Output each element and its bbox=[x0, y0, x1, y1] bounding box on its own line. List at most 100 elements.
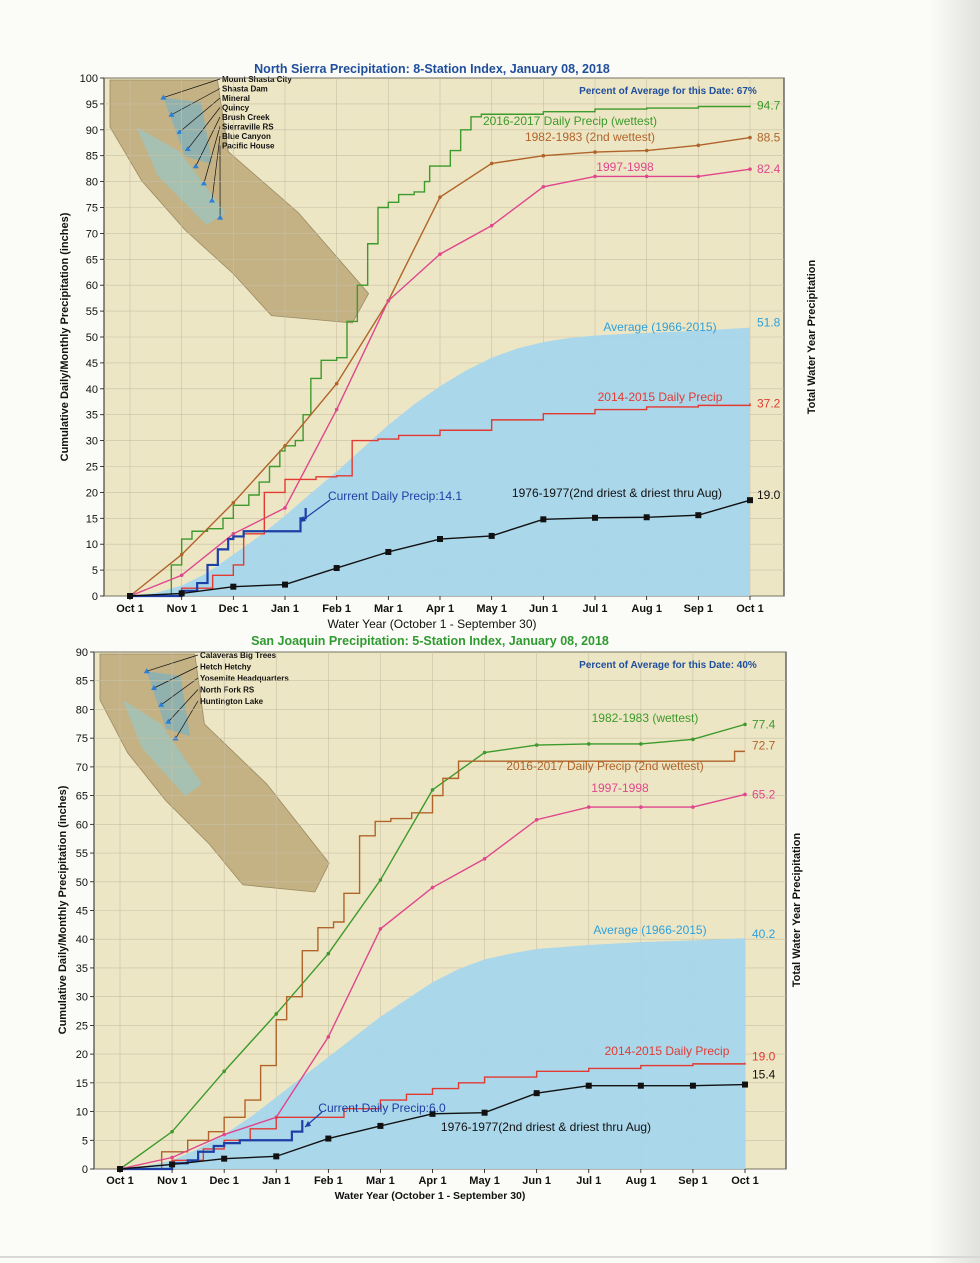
central-valley-shape bbox=[122, 700, 202, 796]
map-station-label: Brush Creek bbox=[222, 113, 270, 122]
legend-label-1997-1998: 1997-1998 bbox=[596, 160, 654, 174]
station-marker-icon bbox=[151, 685, 157, 690]
station-leader-line bbox=[175, 700, 199, 739]
central-valley-shape bbox=[136, 127, 226, 225]
y-tick-label: 65 bbox=[86, 254, 98, 266]
california-map-inset: Calaveras Big Trees Hetch Hetchy Yosemite … bbox=[99, 651, 330, 893]
x-tick-label: Sep 1 bbox=[684, 603, 713, 615]
map-station-label: Sierraville RS bbox=[222, 123, 274, 132]
legend-label-1976-1977-2nd-driest-driest-thru-aug: 1976-1977(2nd driest & driest thru Aug) bbox=[441, 1120, 651, 1134]
map-station-label: Mineral bbox=[222, 94, 250, 103]
data-point-1976-1977-2nd-driest-driest-thru-aug bbox=[437, 536, 443, 543]
data-point-1982-1983-2nd-wettest bbox=[593, 150, 597, 154]
end-value-label-2014-2015-daily-precip: 19.0 bbox=[752, 1050, 776, 1064]
x-tick-label: Nov 1 bbox=[157, 1175, 187, 1187]
map-station-label: Shasta Dam bbox=[222, 85, 268, 94]
station-marker-icon bbox=[192, 163, 199, 169]
series-line-2014-2015-daily-precip bbox=[130, 403, 751, 597]
arrowhead-icon bbox=[305, 1121, 311, 1127]
map-station-label: Hetch Hetchy bbox=[200, 663, 252, 672]
data-point-1982-1983-wettest bbox=[639, 742, 643, 746]
y-tick-label: 30 bbox=[76, 992, 88, 1004]
x-tick-label: Oct 1 bbox=[736, 603, 764, 615]
data-point-1976-1977-2nd-driest-driest-thru-aug bbox=[592, 514, 598, 521]
percent-of-average-note: Percent of Average for this Date: 67% bbox=[579, 86, 757, 97]
data-point-1976-1977-2nd-driest-driest-thru-aug bbox=[585, 1082, 592, 1089]
y-tick-label: 15 bbox=[76, 1078, 88, 1090]
y-tick-label: 45 bbox=[86, 358, 98, 370]
data-point-1976-1977-2nd-driest-driest-thru-aug bbox=[643, 514, 650, 521]
y-tick-label: 60 bbox=[76, 819, 88, 831]
data-point-1976-1977-2nd-driest-driest-thru-aug bbox=[429, 1110, 436, 1117]
x-tick-label: Oct 1 bbox=[731, 1175, 759, 1187]
data-point-1976-1977-2nd-driest-driest-thru-aug bbox=[169, 1161, 176, 1168]
x-tick-label: Dec 1 bbox=[209, 1175, 238, 1187]
y-tick-label: 35 bbox=[76, 963, 88, 975]
x-tick-label: May 1 bbox=[469, 1175, 500, 1187]
map-station-label: Yosemite Headquarters bbox=[200, 674, 289, 683]
legend-label-2016-2017-daily-precip-wettest: 2016-2017 Daily Precip (wettest) bbox=[483, 114, 657, 128]
x-tick-label: May 1 bbox=[476, 603, 507, 615]
data-point-1976-1977-2nd-driest-driest-thru-aug bbox=[273, 1153, 280, 1160]
data-point-1997-1998 bbox=[482, 857, 487, 861]
y-tick-label: 5 bbox=[92, 565, 98, 577]
station-marker-icon bbox=[184, 146, 191, 152]
y-tick-label: 55 bbox=[76, 848, 88, 860]
legend-label-average-1966-2015: Average (1966-2015) bbox=[603, 320, 716, 334]
arrowhead-icon bbox=[300, 516, 306, 522]
data-point-1982-1983-wettest bbox=[691, 737, 695, 742]
data-point-1997-1998 bbox=[170, 1155, 174, 1160]
map-station-label: Mount Shasta City bbox=[222, 75, 292, 84]
data-point-1997-1998 bbox=[438, 252, 442, 256]
legend-label-2014-2015-daily-precip: 2014-2015 Daily Precip bbox=[598, 390, 723, 404]
legend-label-current-daily-precip-14-1: Current Daily Precip:14.1 bbox=[328, 489, 462, 503]
data-point-1976-1977-2nd-driest-driest-thru-aug bbox=[747, 497, 753, 504]
data-point-1997-1998 bbox=[748, 167, 752, 171]
map-station-label: Blue Canyon bbox=[222, 132, 271, 141]
scan-bottom-edge bbox=[0, 1256, 980, 1258]
percent-of-average-note: Percent of Average for this Date: 40% bbox=[579, 660, 757, 671]
data-point-1982-1983-wettest bbox=[378, 878, 383, 882]
data-point-1997-1998 bbox=[644, 174, 649, 179]
y-tick-label: 20 bbox=[76, 1049, 88, 1061]
y-tick-label: 100 bbox=[80, 73, 98, 85]
y-tick-label: 10 bbox=[86, 539, 98, 551]
y-tick-label: 40 bbox=[86, 384, 98, 396]
y-tick-label: 10 bbox=[76, 1107, 88, 1119]
data-point-1982-1983-wettest bbox=[326, 951, 331, 956]
legend-label-average-1966-2015: Average (1966-2015) bbox=[593, 923, 706, 937]
station-leader-line bbox=[153, 666, 199, 689]
legend-label-1982-1983-2nd-wettest: 1982-1983 (2nd wettest) bbox=[525, 130, 655, 144]
y-tick-label: 65 bbox=[76, 791, 88, 803]
data-point-1997-1998 bbox=[541, 184, 546, 189]
station-marker-icon bbox=[160, 94, 167, 100]
data-point-1976-1977-2nd-driest-driest-thru-aug bbox=[325, 1135, 332, 1142]
y-tick-label: 90 bbox=[86, 125, 98, 137]
y-tick-label: 95 bbox=[86, 99, 98, 111]
data-point-1976-1977-2nd-driest-driest-thru-aug bbox=[689, 1082, 696, 1089]
data-point-1997-1998 bbox=[222, 1132, 226, 1137]
station-leader-line bbox=[203, 126, 221, 184]
map-station-label: Quincy bbox=[222, 104, 250, 113]
data-point-1997-1998 bbox=[378, 927, 383, 931]
station-leader-line bbox=[195, 116, 221, 167]
data-point-1982-1983-2nd-wettest bbox=[748, 135, 752, 140]
y-tick-label: 5 bbox=[82, 1135, 88, 1147]
data-point-1982-1983-wettest bbox=[274, 1012, 279, 1016]
series-area-average-1966-2015 bbox=[120, 938, 745, 1169]
x-tick-label: Sep 1 bbox=[678, 1175, 707, 1187]
y-axis-title: Cumulative Daily/Monthly Precipitation (… bbox=[59, 212, 71, 461]
end-value-label-1976-1977-2nd-driest-driest-thru-aug: 15.4 bbox=[752, 1068, 776, 1082]
data-point-1997-1998 bbox=[691, 805, 695, 809]
current-precip-pointer-arrow bbox=[299, 499, 331, 523]
station-marker-icon bbox=[168, 111, 175, 117]
data-point-1982-1983-2nd-wettest bbox=[438, 195, 442, 199]
end-value-label-2016-2017-daily-precip-wettest: 94.7 bbox=[757, 98, 781, 112]
y-tick-label: 35 bbox=[86, 410, 98, 422]
end-value-label-1997-1998: 65.2 bbox=[752, 787, 776, 801]
data-point-1982-1983-2nd-wettest bbox=[283, 443, 287, 448]
data-point-1976-1977-2nd-driest-driest-thru-aug bbox=[488, 532, 495, 539]
data-point-1976-1977-2nd-driest-driest-thru-aug bbox=[230, 583, 237, 590]
data-point-1976-1977-2nd-driest-driest-thru-aug bbox=[333, 565, 340, 572]
